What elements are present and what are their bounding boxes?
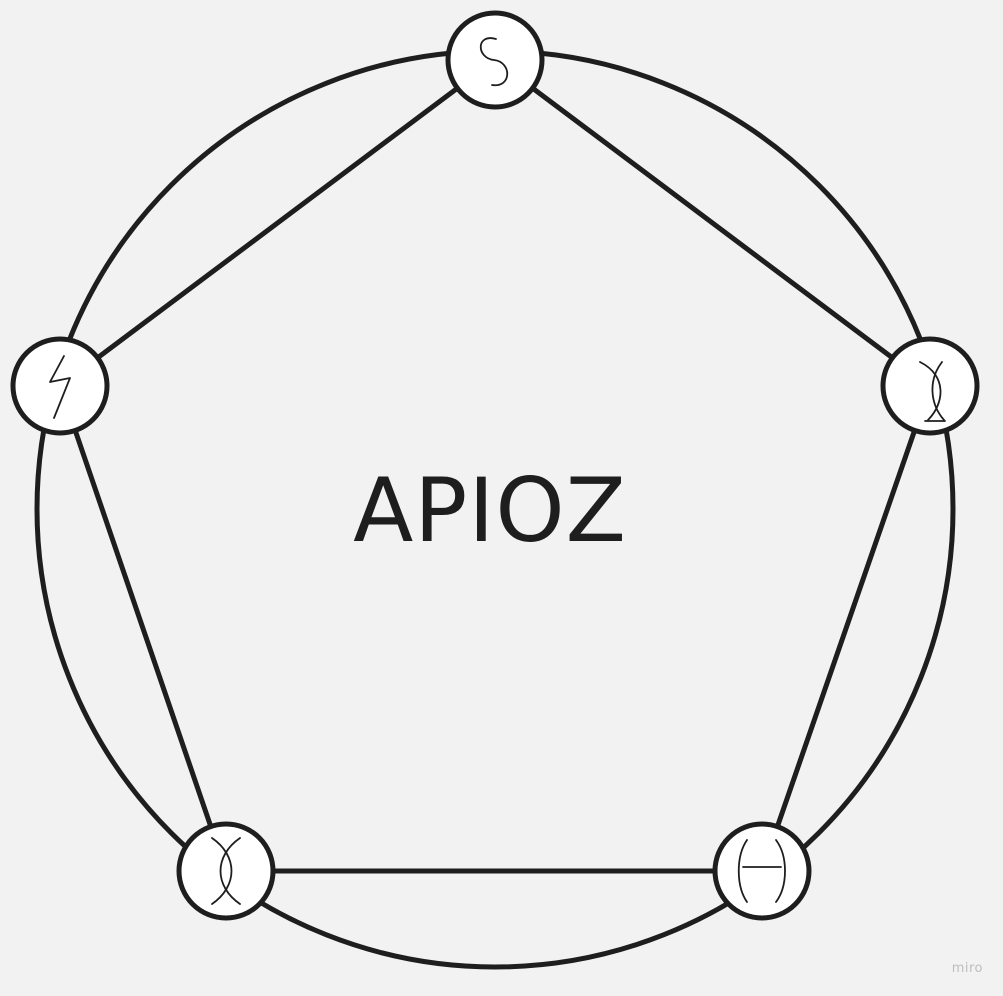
crossed-arcs-rune-icon	[919, 361, 946, 422]
node-right[interactable]	[880, 336, 980, 436]
swirl-s-rune-icon	[479, 37, 509, 86]
edge-top-right	[492, 57, 933, 389]
crossed-curves-rune-icon	[211, 837, 241, 905]
pentagon-edges	[57, 57, 933, 874]
arcs-with-bar-rune-icon	[737, 839, 786, 903]
node-top[interactable]	[445, 10, 545, 110]
node-bottom-right[interactable]	[712, 821, 812, 921]
node-left[interactable]	[10, 336, 110, 436]
lightning-rune-icon	[49, 355, 71, 419]
edge-bottom-left-left	[57, 383, 229, 874]
node-bottom-left[interactable]	[176, 821, 276, 921]
edge-left-top	[57, 57, 498, 389]
edge-right-bottom-right	[759, 383, 933, 874]
center-label: APIOZ	[353, 459, 627, 562]
miro-watermark: miro	[951, 961, 983, 976]
